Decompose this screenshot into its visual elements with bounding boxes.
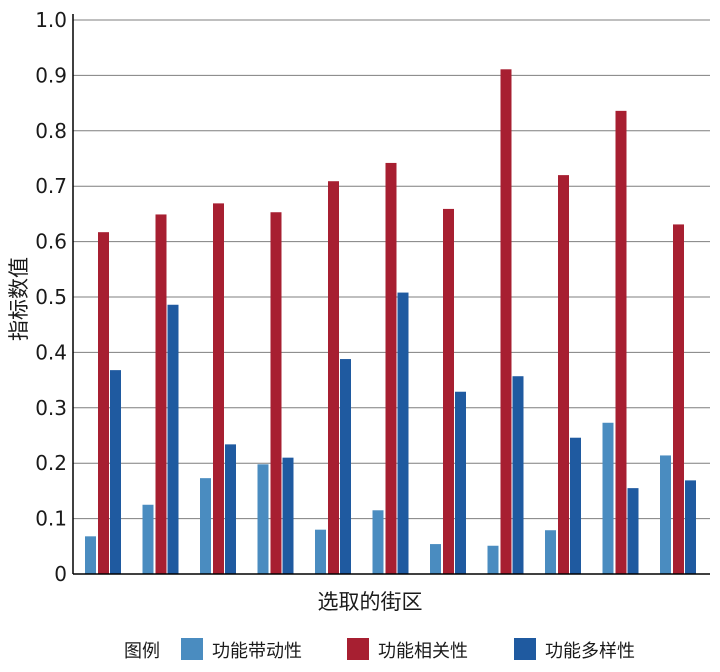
legend: 图例 功能带动性 功能相关性 功能多样性 xyxy=(124,638,635,662)
bar-series-1-group-5 xyxy=(315,529,326,574)
x-axis-title: 选取的街区 xyxy=(318,590,423,614)
bar-series-1-group-10 xyxy=(602,422,614,574)
bar-series-3-group-9 xyxy=(570,437,581,574)
y-tick-label: 0.5 xyxy=(35,285,67,309)
bar-series-1-group-1 xyxy=(85,536,96,574)
legend-swatch-3 xyxy=(514,638,536,660)
bar-series-1-group-11 xyxy=(660,455,671,574)
legend-swatch-2 xyxy=(347,638,369,660)
y-tick-label: 0.9 xyxy=(35,63,67,87)
legend-swatch-1 xyxy=(181,638,203,660)
legend-label-1: 功能带动性 xyxy=(212,641,302,662)
bar-series-3-group-7 xyxy=(455,391,466,574)
bar-series-2-group-7 xyxy=(443,208,454,574)
bar-series-1-group-8 xyxy=(487,545,499,574)
bar-series-1-group-2 xyxy=(142,504,154,574)
y-tick-labels: 0 0.1 0.2 0.3 0.4 0.5 0.6 0.7 0.8 0.9 1.0 xyxy=(35,8,67,586)
bar-series-1-group-4 xyxy=(257,464,269,574)
legend-label-3: 功能多样性 xyxy=(545,641,635,662)
bar-layer xyxy=(85,69,696,575)
bar-series-2-group-11 xyxy=(673,224,684,574)
bar-series-2-group-2 xyxy=(155,214,167,575)
legend-title: 图例 xyxy=(124,641,160,662)
bar-series-1-group-3 xyxy=(200,478,211,574)
bar-series-3-group-1 xyxy=(110,370,121,574)
y-tick-label: 0.4 xyxy=(35,340,67,364)
axis-layer xyxy=(72,14,710,575)
bar-series-3-group-2 xyxy=(167,304,179,574)
bar-series-2-group-4 xyxy=(270,212,282,574)
y-axis-title: 指标数值 xyxy=(7,257,31,341)
y-tick-label: 0 xyxy=(54,562,67,586)
bar-series-2-group-9 xyxy=(558,175,569,574)
bar-series-3-group-8 xyxy=(512,376,524,574)
bar-series-3-group-6 xyxy=(397,292,409,574)
bar-series-1-group-7 xyxy=(430,544,441,574)
legend-items: 功能带动性 功能相关性 功能多样性 xyxy=(181,638,635,662)
bar-series-3-group-11 xyxy=(685,480,696,574)
bar-series-2-group-8 xyxy=(500,69,512,574)
bar-series-2-group-6 xyxy=(385,162,397,574)
y-tick-label: 1.0 xyxy=(35,8,67,32)
y-tick-label: 0.2 xyxy=(35,451,67,475)
bar-series-2-group-10 xyxy=(615,110,627,574)
bar-series-2-group-3 xyxy=(213,203,224,574)
bar-series-3-group-3 xyxy=(225,444,236,574)
bar-series-3-group-4 xyxy=(282,457,294,574)
bar-series-1-group-6 xyxy=(372,510,384,574)
bar-series-2-group-5 xyxy=(328,181,339,575)
y-tick-label: 0.3 xyxy=(35,396,67,420)
bar-series-2-group-1 xyxy=(98,232,109,574)
bar-series-1-group-9 xyxy=(545,530,556,574)
y-tick-label: 0.8 xyxy=(35,119,67,143)
y-tick-label: 0.7 xyxy=(35,174,67,198)
bar-series-3-group-5 xyxy=(340,359,351,574)
bar-series-3-group-10 xyxy=(627,488,639,574)
legend-label-2: 功能相关性 xyxy=(378,641,468,662)
y-tick-label: 0.1 xyxy=(35,507,67,531)
y-tick-label: 0.6 xyxy=(35,230,67,254)
